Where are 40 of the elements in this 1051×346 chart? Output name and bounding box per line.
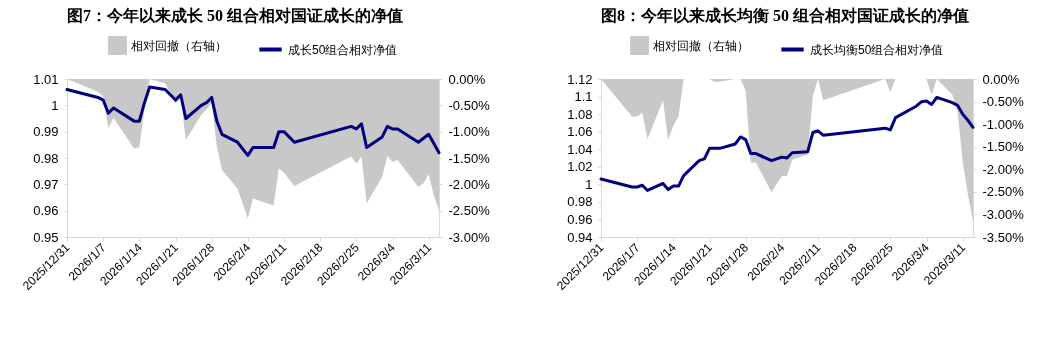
y-tick-label: 0.94 — [567, 229, 593, 245]
chart-title: 图8：今年以来成长均衡 50 组合相对国证成长的净值 — [601, 7, 969, 24]
line-series — [65, 85, 441, 157]
y-tick-label: 1.04 — [567, 141, 593, 157]
chart-title: 图7：今年以来成长 50 组合相对国证成长的净值 — [67, 7, 403, 24]
y2-tick-label: -1.00% — [448, 124, 491, 140]
legend-label: 相对回撤（右轴） — [131, 38, 227, 53]
legend-label: 相对回撤（右轴） — [653, 38, 749, 53]
y2-tick-label: -0.50% — [448, 97, 491, 113]
y2-tick-label: 0.00% — [982, 71, 1020, 87]
y-tick-label: 0.96 — [567, 211, 593, 227]
legend-label: 成长均衡50组合相对净值 — [810, 42, 944, 57]
y2-tick-label: -2.50% — [448, 203, 491, 219]
y2-tick-label: -2.00% — [982, 161, 1025, 177]
y-tick-label: 0.99 — [33, 124, 59, 140]
y2-tick-label: -2.50% — [982, 184, 1025, 200]
y2-tick-label: -3.00% — [982, 206, 1025, 222]
y2-tick-label: 0.00% — [448, 71, 486, 87]
y-tick-label: 1.1 — [574, 89, 593, 105]
y-tick-label: 1.08 — [567, 106, 593, 122]
legend-label: 成长50组合相对净值 — [288, 42, 398, 57]
y2-tick-label: -0.50% — [982, 94, 1025, 110]
y2-tick-label: -1.50% — [982, 139, 1025, 155]
y2-tick-label: -3.50% — [982, 229, 1025, 245]
y-tick-label: 1 — [51, 97, 59, 113]
y-tick-label: 1.02 — [567, 159, 593, 175]
y-tick-label: 0.98 — [33, 150, 59, 166]
y-tick-label: 1.06 — [567, 124, 593, 140]
y-tick-label: 1.12 — [567, 71, 593, 87]
y-tick-label: 1 — [585, 176, 593, 192]
y2-tick-label: -3.00% — [448, 229, 491, 245]
y-tick-label: 0.98 — [567, 194, 593, 210]
line-series — [599, 95, 975, 192]
y-tick-label: 0.97 — [33, 176, 59, 192]
y2-tick-label: -1.50% — [448, 150, 491, 166]
y2-tick-label: -2.00% — [448, 176, 491, 192]
y-tick-label: 0.95 — [33, 229, 59, 245]
y-tick-label: 1.01 — [33, 71, 59, 87]
y-tick-label: 0.96 — [33, 203, 59, 219]
y2-tick-label: -1.00% — [982, 116, 1025, 132]
